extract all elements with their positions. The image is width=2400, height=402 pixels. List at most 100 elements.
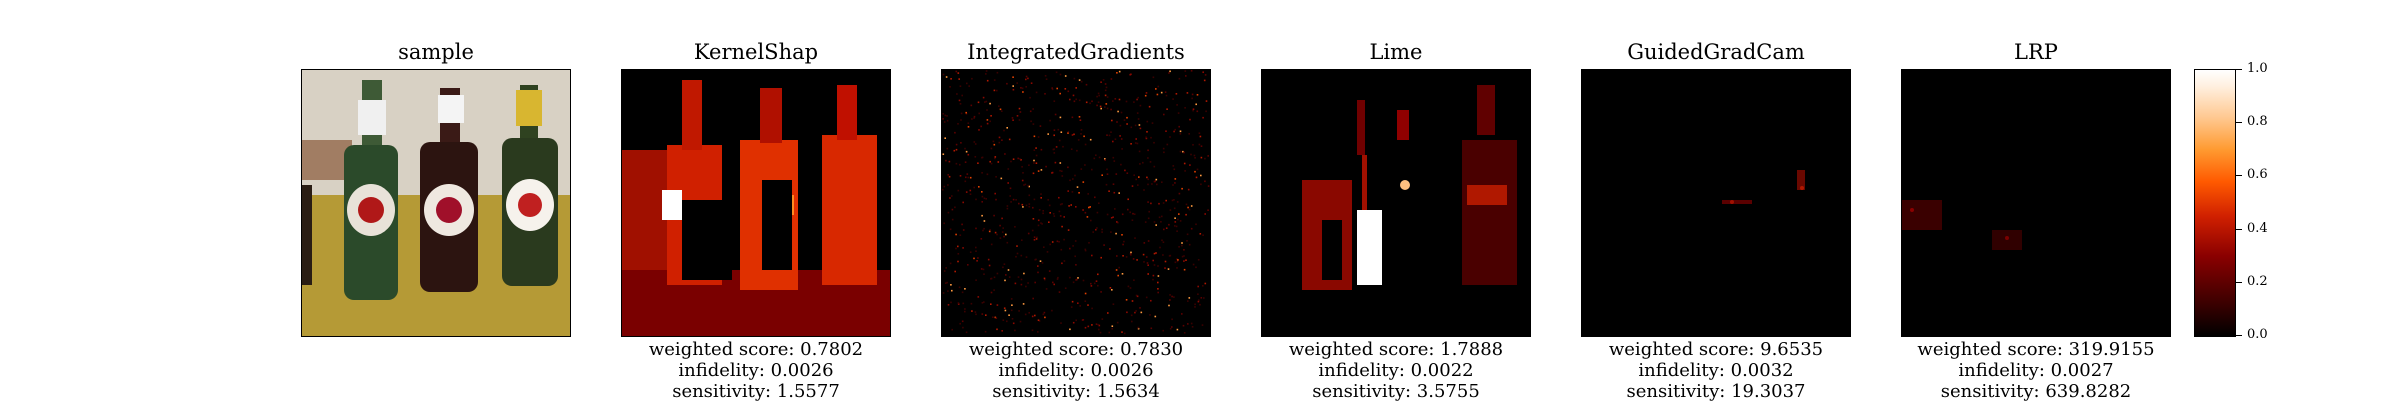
attribution-pixel (1145, 256, 1148, 258)
attribution-pixel (1138, 176, 1140, 178)
attribution-pixel (1187, 300, 1189, 302)
attribution-pixel (1188, 243, 1191, 246)
attribution-pixel (960, 142, 962, 144)
attribution-pixel (1174, 128, 1176, 131)
attribution-pixel (950, 301, 952, 304)
attribution-pixel (1084, 292, 1087, 295)
attribution-pixel (1032, 297, 1034, 300)
attribution-pixel (1043, 277, 1046, 280)
attribution-pixel (1019, 111, 1022, 113)
attribution-pixel (1133, 213, 1136, 215)
attribution-pixel (1006, 127, 1008, 129)
attribution-pixel (1025, 204, 1028, 207)
attribution-pixel (949, 197, 951, 199)
attribution-pixel (1067, 130, 1070, 133)
attribution-pixel (1177, 112, 1180, 114)
attribution-pixel (1164, 260, 1167, 263)
attribution-pixel (1006, 205, 1009, 207)
attribution-pixel (957, 189, 960, 192)
attribution-pixel (1025, 78, 1027, 81)
attribution-pixel (1075, 206, 1077, 208)
metric-infidelity: infidelity: 0.0027 (1958, 360, 2114, 381)
attribution-pixel (1156, 93, 1159, 96)
attribution-pixel (964, 180, 967, 183)
attribution-pixel (990, 147, 993, 150)
attribution-pixel (1176, 260, 1179, 263)
attribution-pixel (1196, 94, 1199, 96)
attribution-pixel (1130, 126, 1133, 129)
attribution-pixel (1181, 244, 1183, 247)
attribution-pixel (1035, 154, 1038, 157)
attribution-pixel (1075, 264, 1077, 266)
attribution-pixel (1002, 266, 1004, 269)
attribution-pixel (1155, 178, 1158, 181)
attribution-pixel (1171, 295, 1173, 298)
attribution-pixel (1149, 314, 1151, 316)
attribution-pixel (1058, 210, 1061, 213)
attribution-pixel (1049, 119, 1051, 122)
attribution-pixel (1155, 252, 1157, 254)
attribution-pixel (1132, 258, 1135, 260)
attribution-pixel (1153, 141, 1155, 144)
attribution-pixel (1087, 193, 1089, 195)
attribution-pixel (1183, 162, 1186, 165)
attribution-pixel (985, 73, 987, 75)
attribution-pixel (978, 112, 980, 115)
attribution-pixel (1099, 105, 1102, 108)
attribution-pixel (1097, 323, 1100, 326)
attribution-pixel (1100, 291, 1102, 293)
attribution-pixel (1004, 153, 1006, 155)
attribution-pixel (1070, 306, 1073, 308)
attribution-pixel (1101, 174, 1103, 176)
attribution-pixel (1186, 92, 1189, 94)
attribution-pixel (957, 260, 959, 263)
attribution-pixel (1082, 181, 1085, 183)
attribution-pixel (1057, 128, 1060, 131)
attribution-pixel (1098, 328, 1100, 331)
attribution-pixel (947, 174, 949, 176)
attribution-pixel (1032, 123, 1035, 125)
attribution-pixel (999, 237, 1002, 239)
attribution-pixel (1204, 282, 1207, 285)
attribution-pixel (1174, 178, 1177, 180)
attribution-pixel (1056, 240, 1059, 243)
attribution-pixel (1182, 324, 1185, 327)
attribution-pixel (1012, 322, 1015, 325)
attribution-pixel (1135, 178, 1137, 181)
attribution-pixel (1090, 282, 1092, 285)
attribution-pixel (1169, 299, 1171, 301)
attribution-pixel (1200, 174, 1202, 177)
attribution-pixel (1182, 150, 1184, 153)
attribution-pixel (994, 157, 996, 160)
attribution-pixel (951, 195, 953, 197)
attribution-pixel (1129, 253, 1132, 255)
attribution-pixel (1114, 138, 1117, 140)
attribution-pixel (957, 72, 960, 74)
attribution-pixel (1123, 332, 1126, 335)
attribution-pixel (1069, 328, 1071, 331)
attribution-pixel (943, 270, 946, 272)
attribution-pixel (1198, 299, 1200, 301)
attribution-pixel (1031, 315, 1034, 318)
attribution-pixel (1169, 136, 1171, 138)
attribution-pixel (1203, 297, 1205, 299)
attribution-pixel (1112, 100, 1114, 102)
attribution-pixel (1159, 246, 1161, 249)
attribution-pixel (1011, 318, 1014, 320)
attribution-pixel (1038, 320, 1041, 322)
attribution-pixel (988, 230, 991, 233)
attribution-pixel (1181, 187, 1183, 190)
attribution-pixel (1098, 156, 1101, 159)
attribution-pixel (1084, 211, 1087, 214)
attribution-pixel (1074, 255, 1076, 258)
attribution-pixel (965, 176, 967, 179)
attribution-pixel (1043, 246, 1045, 248)
attribution-pixel (1111, 327, 1113, 330)
attribution-pixel (1027, 232, 1030, 235)
attribution-pixel (1014, 329, 1016, 332)
attribution-pixel (1135, 138, 1137, 140)
attribution-pixel (1084, 143, 1087, 146)
attribution-pixel (1151, 183, 1153, 185)
attribution-pixel (1194, 303, 1196, 306)
attribution-pixel (1183, 260, 1185, 262)
